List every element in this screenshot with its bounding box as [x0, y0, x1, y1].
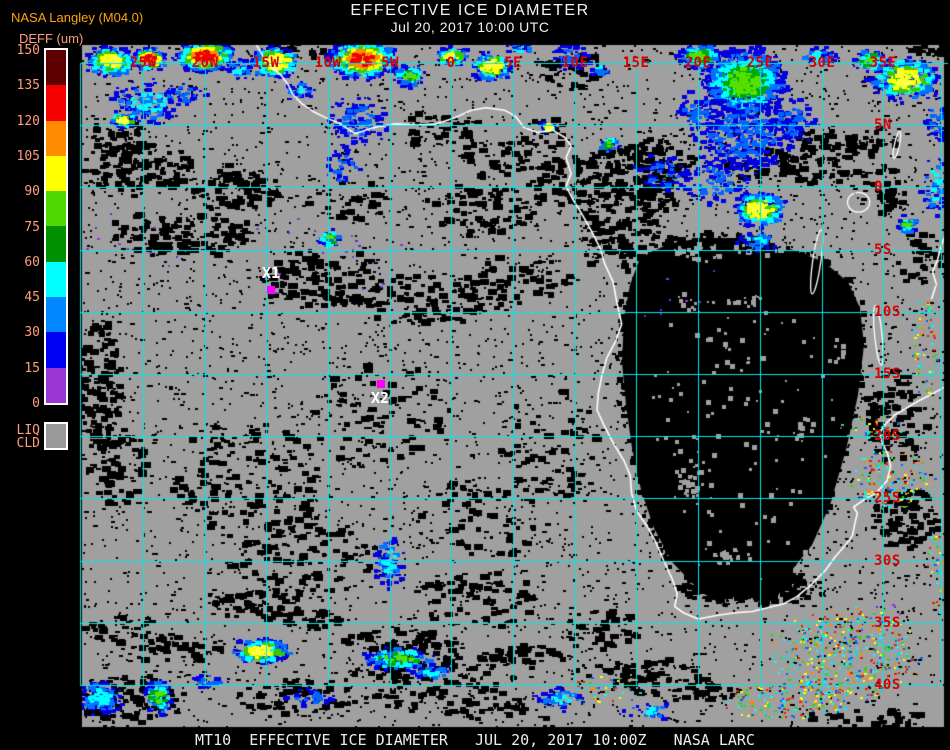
marker-label: X2 — [371, 389, 390, 407]
page-subtitle: Jul 20, 2017 10:00 UTC — [390, 19, 550, 35]
lat-label: 20S — [874, 428, 901, 444]
lat-label: 5N — [874, 117, 892, 133]
colorbar-segment — [46, 50, 66, 86]
colorbar-tick: 15 — [24, 360, 40, 376]
page-title: EFFECTIVE ICE DIAMETER — [350, 2, 590, 19]
lon-label: 35E — [869, 55, 897, 71]
lat-label: 0 — [874, 179, 883, 195]
marker-dot — [267, 286, 275, 294]
lat-label: 15S — [874, 366, 901, 382]
lat-label: 10S — [874, 304, 901, 320]
liquid-cloud-swatch — [44, 422, 68, 450]
lat-label: 35S — [874, 615, 901, 631]
colorbar-tick: 90 — [24, 184, 40, 200]
colorbar-tick: 135 — [16, 78, 40, 94]
colorbar-tick: 0 — [32, 396, 40, 411]
colorbar — [44, 48, 68, 405]
lon-label: 15E — [622, 55, 650, 71]
lat-label: 5S — [874, 242, 892, 258]
lat-label: 40S — [874, 677, 901, 693]
lon-label: 25W — [129, 55, 157, 71]
colorbar-segment — [46, 120, 66, 156]
lat-label: 25S — [874, 490, 901, 506]
colorbar-tick: 60 — [24, 254, 40, 270]
colorbar-tick: 45 — [24, 290, 40, 306]
marker-label: X1 — [262, 264, 281, 282]
colorbar-segment — [46, 191, 66, 227]
lon-label: 15W — [252, 55, 280, 71]
footer-caption: MT10 EFFECTIVE ICE DIAMETER JUL 20, 2017… — [195, 731, 755, 749]
colorbar-tick: 75 — [24, 219, 40, 235]
colorbar-segment — [46, 155, 66, 192]
colorbar-segment — [46, 226, 66, 262]
colorbar-tick: 120 — [16, 113, 40, 129]
colorbar-segment — [46, 332, 66, 368]
colorbar-tick: 150 — [16, 43, 40, 58]
liq-label: LIQ — [16, 423, 40, 438]
lon-label: 10E — [561, 55, 589, 71]
lon-label: 0 — [446, 55, 456, 71]
cld-label: CLD — [16, 436, 40, 451]
lon-label: 30E — [808, 55, 836, 71]
marker-dot — [377, 380, 385, 388]
colorbar-tick: 105 — [16, 148, 40, 164]
colorbar-segment — [46, 297, 66, 333]
lon-label: 10W — [314, 55, 342, 71]
lon-label: 25E — [746, 55, 774, 71]
colorbar-segment — [46, 367, 66, 403]
lat-label: 30S — [874, 553, 901, 569]
colorbar-title: DEFF (um) — [19, 31, 84, 46]
lon-label: 20W — [191, 55, 219, 71]
lon-label: 5W — [381, 55, 399, 71]
colorbar-tick: 30 — [24, 325, 40, 341]
colorbar-segment — [46, 261, 66, 298]
lon-label: 5E — [504, 55, 522, 71]
colorbar-segment — [46, 85, 66, 121]
lon-label: 20E — [684, 55, 712, 71]
source-label: NASA Langley (M04.0) — [11, 10, 144, 25]
